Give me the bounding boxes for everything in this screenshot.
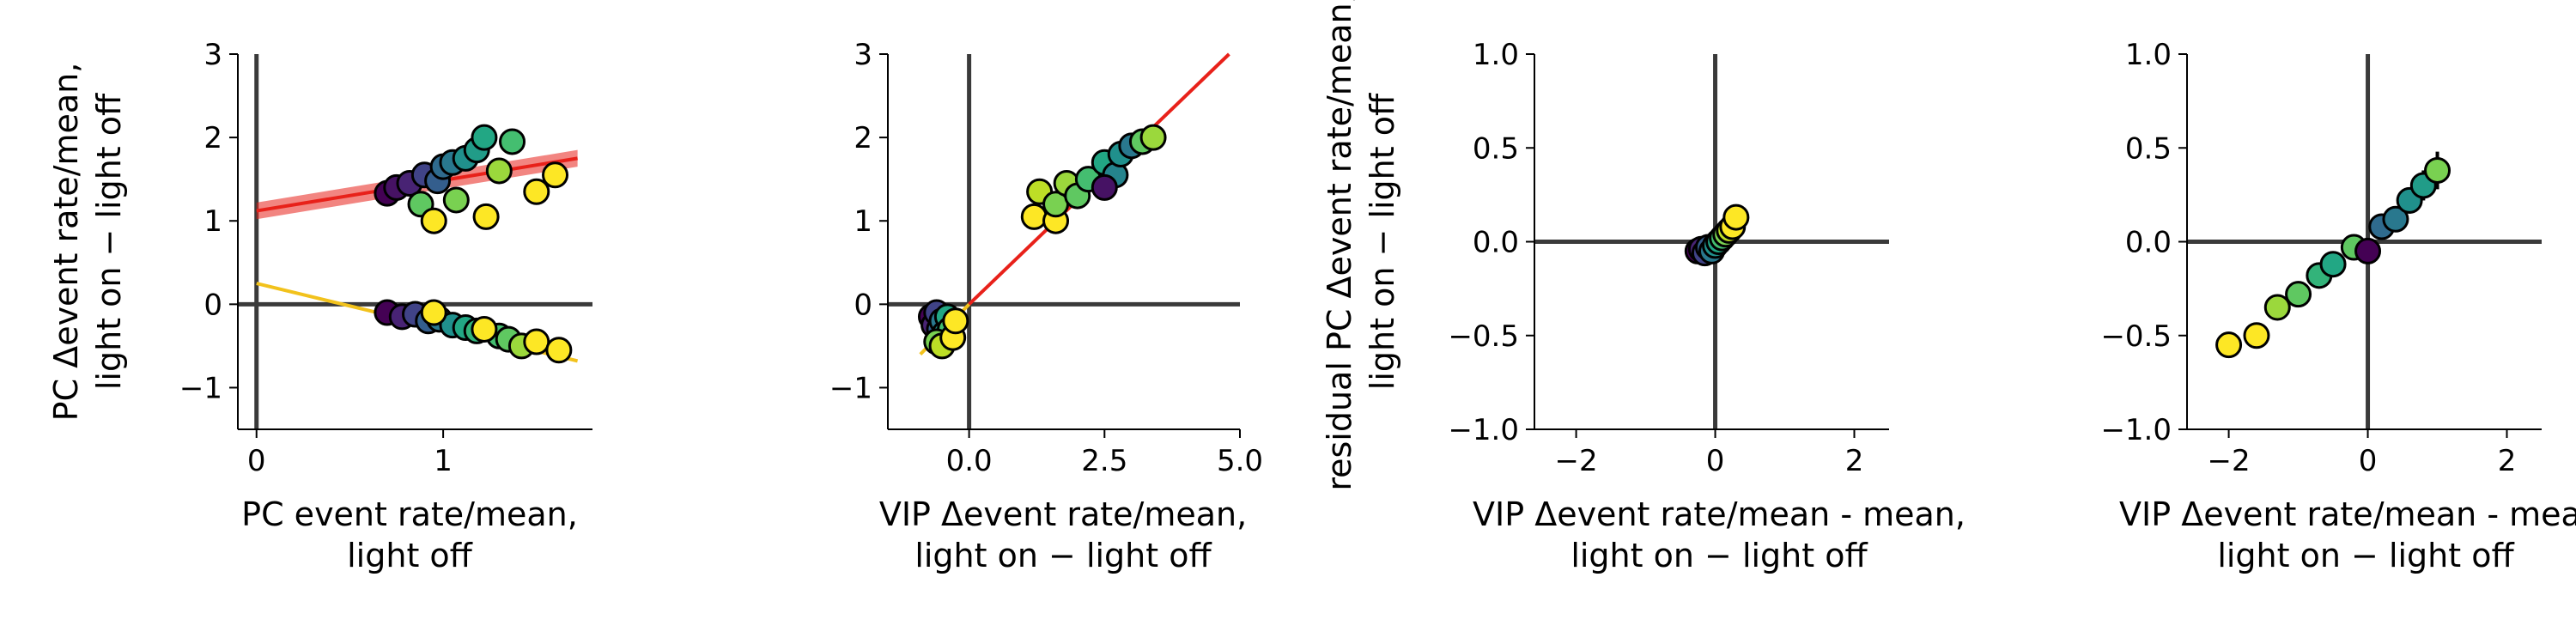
x-tick-label: −2 <box>1555 444 1598 478</box>
x-tick-label: 2.5 <box>1081 444 1127 478</box>
data-point <box>420 207 447 234</box>
data-point <box>2319 251 2347 278</box>
panel-2: 0.0 2.5 5.0 −1 0 1 2 3 VIP Δevent rate/mean, ligh… <box>829 38 1263 574</box>
x-tick-label: 5.0 <box>1217 444 1263 478</box>
data-point <box>442 186 470 214</box>
panel-4: −2 0 2 −1.0 −0.5 0.0 0.5 1.0 VIP Δevent rate/mea… <box>2100 38 2576 574</box>
data-point <box>542 161 569 189</box>
x-tick-label: −2 <box>2208 444 2251 478</box>
x-axis-label: light on − light off <box>2217 537 2514 574</box>
y-tick-label: 2 <box>204 121 222 155</box>
data-point <box>499 128 526 155</box>
y-tick-label: −1.0 <box>2100 413 2172 447</box>
y-tick-label: 0.0 <box>2125 226 2172 260</box>
x-tick-label: 2 <box>1845 444 1864 478</box>
data-point <box>2215 331 2243 359</box>
data-point <box>2263 294 2291 321</box>
data-point <box>545 337 573 364</box>
data-point <box>942 307 969 335</box>
data-point <box>2243 322 2270 349</box>
x-tick-label: 1 <box>434 444 453 478</box>
y-tick-label: 1.0 <box>1473 38 1519 72</box>
y-tick-label: 1 <box>854 204 872 239</box>
data-point <box>420 299 447 326</box>
y-axis-label: residual PC Δevent rate/mean, <box>1321 0 1358 491</box>
data-point <box>1020 203 1048 230</box>
panel-3: −2 0 2 −1.0 −0.5 0.0 0.5 1.0 VIP Δevent rate/mea… <box>1321 0 1965 574</box>
y-tick-label: −0.5 <box>2100 319 2172 354</box>
data-point <box>523 328 550 355</box>
y-axis-label: light on − light off <box>1364 93 1401 390</box>
y-tick-label: 0.5 <box>2125 131 2172 166</box>
x-axis-label: VIP Δevent rate/mean - mean, <box>1473 495 1965 533</box>
data-point <box>2382 205 2409 233</box>
data-point <box>2354 237 2382 264</box>
y-axis-label: light on − light off <box>90 93 128 390</box>
data-point <box>472 203 500 230</box>
y-tick-label: −1.0 <box>1448 413 1519 447</box>
data-point <box>471 315 498 343</box>
y-tick-label: 3 <box>204 38 222 72</box>
y-tick-label: 0 <box>854 288 872 322</box>
y-tick-label: 1.0 <box>2125 38 2172 72</box>
y-tick-label: 0 <box>204 288 222 322</box>
y-tick-label: 1 <box>204 204 222 239</box>
y-tick-label: 0.5 <box>1473 131 1519 166</box>
data-point <box>1722 204 1750 231</box>
y-tick-label: −1 <box>829 371 872 405</box>
data-point <box>2285 281 2312 308</box>
data-point <box>2424 156 2451 184</box>
x-tick-label: 0 <box>247 444 266 478</box>
x-axis-label: light off <box>347 537 473 574</box>
y-axis-label: PC Δevent rate/mean, <box>47 63 85 422</box>
x-axis-label: PC event rate/mean, <box>241 495 578 533</box>
data-point <box>523 178 550 205</box>
x-tick-label: 0.0 <box>946 444 993 478</box>
data-point <box>1091 173 1118 201</box>
panel-1: 0 1 −1 0 1 2 3 PC event rate/mean, light off PC Δ… <box>47 38 592 574</box>
data-point <box>471 124 498 151</box>
y-tick-label: −1 <box>179 371 222 405</box>
data-point <box>1139 124 1167 151</box>
x-axis-label: light on − light off <box>914 537 1212 574</box>
x-tick-label: 0 <box>1706 444 1725 478</box>
x-axis-label: light on − light off <box>1571 537 1868 574</box>
y-tick-label: 2 <box>854 121 872 155</box>
y-tick-label: 3 <box>854 38 872 72</box>
y-tick-label: −0.5 <box>1448 319 1519 354</box>
x-tick-label: 0 <box>2359 444 2378 478</box>
x-tick-label: 2 <box>2498 444 2517 478</box>
x-axis-label: VIP Δevent rate/mean - mean, <box>2119 495 2576 533</box>
data-point <box>485 157 513 185</box>
y-tick-label: 0.0 <box>1473 226 1519 260</box>
x-axis-label: VIP Δevent rate/mean, <box>879 495 1247 533</box>
